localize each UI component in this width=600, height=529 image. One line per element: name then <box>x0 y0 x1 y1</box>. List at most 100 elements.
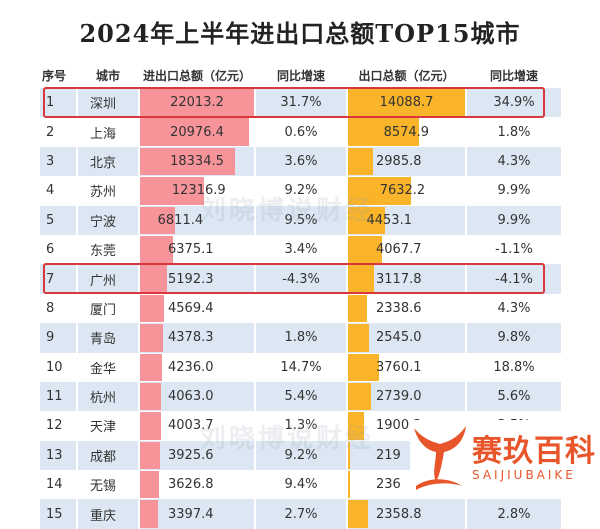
export-bar <box>348 412 364 440</box>
table-row: 2 上海 20976.4 0.6% 8574.9 1.8% <box>40 117 563 147</box>
table-row: 6 东莞 6375.1 3.4% 4067.7 -1.1% <box>40 234 563 265</box>
table-cell: 4067.7 <box>348 234 467 265</box>
table-cell <box>256 293 348 324</box>
table-cell: 5.6% <box>467 381 563 412</box>
value-label: 236 <box>376 477 401 493</box>
table-cell: 9.9% <box>467 205 563 235</box>
value-label: 4236.0 <box>168 359 214 375</box>
export-bar <box>348 265 374 293</box>
table-cell: 4.3% <box>467 293 563 324</box>
total-bar <box>140 89 254 117</box>
table-cell: 2338.6 <box>348 293 467 324</box>
table-cell: 厦门 <box>78 293 140 324</box>
table-cell: 重庆 <box>78 499 140 529</box>
table-cell: 8574.9 <box>348 117 467 147</box>
table-cell: 15 <box>40 499 78 529</box>
total-bar <box>140 265 167 293</box>
value-label: 20976.4 <box>170 124 224 140</box>
table-cell: 金华 <box>78 352 140 382</box>
table-cell: 天津 <box>78 411 140 441</box>
table-cell: 9.8% <box>467 323 563 353</box>
table-cell: 3760.1 <box>348 352 467 382</box>
value-label: 14088.7 <box>379 95 434 111</box>
value-label: 6375.1 <box>168 242 214 258</box>
table-cell: 4378.3 <box>140 323 256 353</box>
column-header: 同比增速 <box>256 62 348 88</box>
total-bar <box>140 147 235 176</box>
table-row: 11 杭州 4063.0 5.4% 2739.0 5.6% <box>40 381 563 412</box>
value-label: 219 <box>376 447 401 463</box>
table-cell: 2358.8 <box>348 499 467 529</box>
total-bar <box>140 294 164 323</box>
value-label: 12316.9 <box>171 183 226 199</box>
table-cell: 6 <box>40 234 78 265</box>
table-cell: 12316.9 <box>140 176 256 206</box>
table-cell: 无锡 <box>78 470 140 500</box>
table-cell: 31.7% <box>256 88 348 118</box>
value-label: 4378.3 <box>168 330 214 346</box>
whale-tail-icon <box>414 426 466 490</box>
total-bar <box>140 324 163 352</box>
table-cell: 6375.1 <box>140 234 256 265</box>
table-row: 8 厦门 4569.4 2338.6 4.3% <box>40 293 563 324</box>
table-cell: 2739.0 <box>348 381 467 412</box>
table-cell: 5 <box>40 205 78 235</box>
watermark-text-2: 刘晓博说财经 <box>200 424 375 454</box>
table-cell: 2.8% <box>467 499 563 529</box>
export-bar <box>348 353 380 381</box>
table-cell: 3397.4 <box>140 499 256 529</box>
value-label: 2739.0 <box>376 389 422 405</box>
table-cell: 4003.7 <box>140 411 256 441</box>
table-cell: 20976.4 <box>140 117 256 147</box>
value-label: 4067.7 <box>376 242 422 258</box>
export-bar <box>348 206 385 234</box>
logo-text: 赛玖百科 <box>472 434 596 469</box>
export-bar <box>348 382 371 411</box>
table-cell: 3626.8 <box>140 470 256 500</box>
table-row: 7 广州 5192.3 -4.3% 3117.8 -4.1% <box>40 264 563 294</box>
value-label: 6811.4 <box>157 212 204 228</box>
value-label: 3760.1 <box>376 359 422 375</box>
value-label: 4569.4 <box>168 300 214 316</box>
table-header: 序号 城市 进出口总额（亿元） 同比增速 出口总额（亿元） 同比增速 <box>40 62 563 88</box>
table-cell: 4063.0 <box>140 381 256 412</box>
table-cell: 1.8% <box>256 323 348 353</box>
table-cell: 8 <box>40 293 78 324</box>
value-label: 2358.8 <box>376 506 422 522</box>
table-row: 3 北京 18334.5 3.6% 2985.8 4.3% <box>40 146 563 177</box>
value-label: 4003.7 <box>168 418 214 434</box>
table-cell: 9.4% <box>256 470 348 500</box>
export-bar <box>348 147 373 176</box>
table-cell: -1.1% <box>467 234 563 265</box>
value-label: 4453.1 <box>366 212 412 228</box>
table-cell: 北京 <box>78 146 140 177</box>
brand-logo: 赛玖百科 SAIJIUBAIKE <box>410 420 600 495</box>
value-label: 3117.8 <box>376 271 422 287</box>
value-label: 2338.6 <box>376 300 422 316</box>
export-bar <box>348 324 370 352</box>
export-bar <box>348 441 350 470</box>
table-cell: 10 <box>40 352 78 382</box>
table-row: 1 深圳 22013.2 31.7% 14088.7 34.9% <box>40 88 563 118</box>
table-cell: 14.7% <box>256 352 348 382</box>
value-label: 8574.9 <box>383 124 430 140</box>
value-label: 18334.5 <box>170 153 224 169</box>
total-bar <box>140 353 162 381</box>
table-cell: 13 <box>40 440 78 471</box>
highlight-box <box>43 87 545 118</box>
table-cell: 9.5% <box>256 205 348 235</box>
table-cell: 14 <box>40 470 78 500</box>
table-cell: 9.2% <box>256 176 348 206</box>
table-cell: 1.8% <box>467 117 563 147</box>
table-cell: 18.8% <box>467 352 563 382</box>
value-label: 4063.0 <box>168 389 214 405</box>
value-label: 3626.8 <box>168 477 214 493</box>
table-cell: 1 <box>40 88 78 118</box>
table-cell: 18334.5 <box>140 146 256 177</box>
value-label: 2545.0 <box>376 330 422 346</box>
table-cell: 4453.1 <box>348 205 467 235</box>
table-cell: 3.4% <box>256 234 348 265</box>
table-row: 9 青岛 4378.3 1.8% 2545.0 9.8% <box>40 323 563 353</box>
table-row: 14 无锡 3626.8 9.4% 236 <box>40 470 563 500</box>
table-cell: 3925.6 <box>140 440 256 471</box>
